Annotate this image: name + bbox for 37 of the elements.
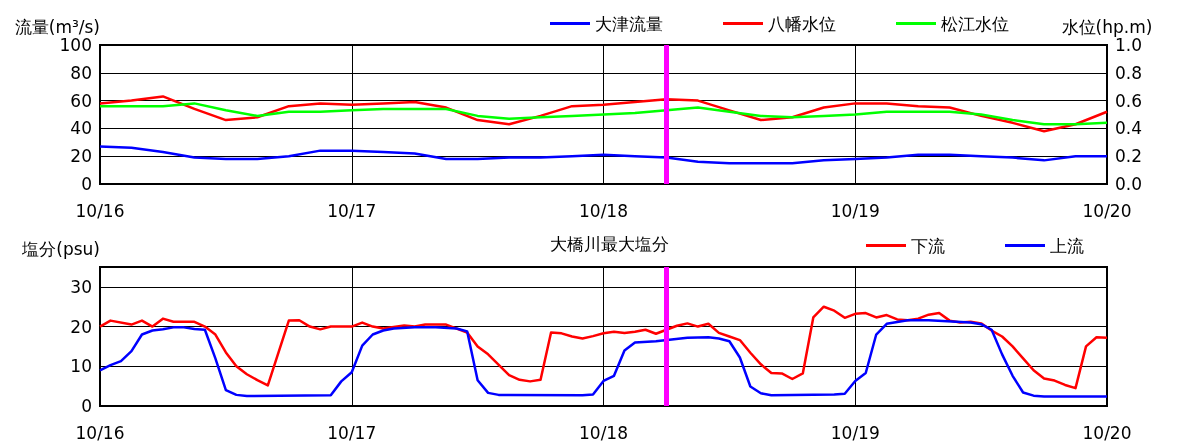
- y2-tick-label: 0.4: [1115, 118, 1143, 139]
- y-axis-title: 塩分(psu): [21, 238, 100, 259]
- x-tick-label: 10/16: [75, 422, 125, 443]
- y2-tick-label: 0.6: [1115, 90, 1143, 111]
- legend-label: 八幡水位: [768, 13, 836, 34]
- y-tick-label: 100: [59, 35, 92, 55]
- x-tick-label: 10/19: [830, 200, 880, 221]
- y-tick-label: 20: [70, 146, 92, 167]
- x-tick-label: 10/16: [75, 200, 125, 221]
- y2-tick-label: 0.8: [1115, 62, 1143, 83]
- y-tick-label: 40: [70, 118, 92, 139]
- y-tick-label: 0: [81, 396, 92, 416]
- line-series: [98, 102, 1109, 126]
- y2-tick-label: 0.2: [1115, 146, 1143, 167]
- y2-axis-title: 水位(hp.m): [1061, 16, 1153, 37]
- x-tick-label: 10/17: [327, 200, 377, 221]
- legend-label: 大津流量: [595, 13, 663, 34]
- chart-title: 大橋川最大塩分: [550, 233, 669, 254]
- y-tick-label: 80: [70, 62, 92, 83]
- legend-label: 下流: [911, 235, 945, 256]
- legend-label: 松江水位: [941, 13, 1009, 34]
- x-tick-label: 10/18: [579, 200, 628, 221]
- x-tick-label: 10/19: [830, 422, 880, 443]
- y-tick-label: 60: [70, 90, 92, 111]
- x-tick-label: 10/20: [1082, 200, 1132, 221]
- y-tick-label: 0: [81, 174, 92, 194]
- y-tick-label: 30: [70, 276, 92, 297]
- line-series: [98, 145, 1109, 165]
- y2-tick-label: 0.0: [1115, 174, 1143, 194]
- x-tick-label: 10/20: [1082, 422, 1132, 443]
- legend-label: 上流: [1050, 235, 1084, 256]
- x-tick-label: 10/17: [327, 422, 377, 443]
- x-tick-label: 10/18: [579, 422, 628, 443]
- y-tick-label: 20: [70, 316, 92, 337]
- y-axis-title: 流量(m³/s): [14, 16, 100, 37]
- y2-tick-label: 1.0: [1115, 35, 1143, 55]
- y-tick-label: 10: [70, 356, 92, 377]
